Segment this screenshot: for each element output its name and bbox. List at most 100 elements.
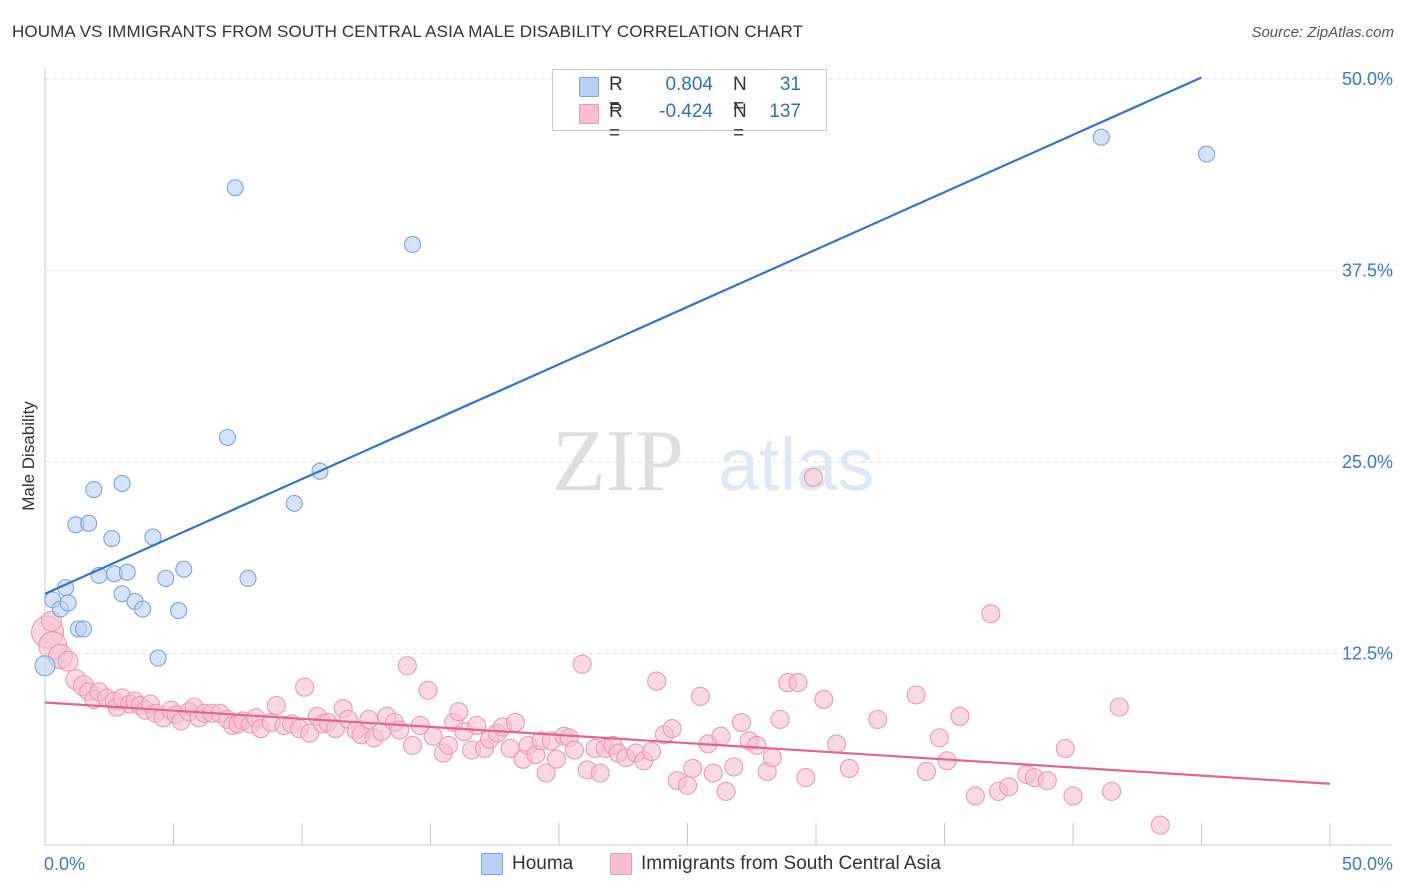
immigrants-point [716, 781, 736, 801]
immigrants-point [788, 673, 808, 693]
immigrants-point [796, 768, 816, 788]
immigrants-point [564, 740, 584, 760]
houma-point [285, 494, 303, 512]
legend-n-label: N = [733, 101, 747, 144]
zipatlas-watermark: ZIP atlas [552, 413, 874, 510]
immigrants-point [747, 735, 767, 755]
series-legend: Houma Immigrants from South Central Asia [481, 852, 961, 876]
immigrants-point [467, 715, 487, 736]
source-label: Source: ZipAtlas.com [1251, 24, 1394, 41]
houma-point [34, 655, 56, 677]
houma-point [103, 530, 121, 548]
houma-point [1092, 128, 1110, 146]
houma-point [239, 569, 257, 587]
immigrants-point [418, 680, 438, 700]
immigrants-point [423, 726, 443, 746]
x-axis-tick-labels: 0.0% 50.0% [44, 854, 1393, 874]
series-houma [34, 128, 1216, 677]
watermark-atlas: atlas [718, 423, 874, 506]
correlation-legend: R = 0.804 N = 31 R = -0.424 N = 137 [552, 69, 827, 144]
immigrants-point [397, 656, 417, 676]
y-tick-label: 12.5% [1342, 644, 1393, 664]
x-axis-ticks [173, 823, 1331, 845]
legend-swatch-houma [579, 77, 599, 97]
immigrants-point [839, 758, 859, 778]
series-immigrants-south-central-asia [31, 467, 1170, 835]
y-tick-label: 37.5% [1342, 261, 1393, 281]
immigrants-point [438, 735, 459, 755]
legend-n-value: 31 [779, 74, 801, 95]
immigrants-point [1063, 786, 1083, 806]
immigrants-point [711, 726, 731, 746]
y-tick-label: 50.0% [1342, 69, 1393, 89]
houma-point [59, 594, 77, 612]
watermark-zip: ZIP [552, 413, 684, 510]
immigrants-point [929, 728, 949, 748]
legend-r-value: -0.424 [659, 101, 713, 122]
chart-title: HOUMA VS IMMIGRANTS FROM SOUTH CENTRAL A… [12, 22, 804, 41]
immigrants-point [266, 696, 286, 716]
immigrants-point [950, 706, 970, 726]
immigrants-point [572, 654, 592, 674]
houma-point [403, 235, 422, 254]
houma-point [157, 569, 175, 587]
bottom-legend-label-immigrants: Immigrants from South Central Asia [641, 853, 941, 874]
immigrants-point [762, 748, 782, 768]
immigrants-point [981, 604, 1001, 624]
houma-point [118, 563, 136, 581]
legend-r-label: R = [609, 74, 623, 117]
immigrants-point [1055, 738, 1075, 759]
immigrants-point [300, 723, 320, 743]
houma-point [218, 428, 237, 447]
legend-n-value: 137 [769, 101, 801, 122]
immigrants-point [1037, 771, 1057, 791]
legend-r-value: 0.804 [665, 74, 713, 95]
grid-lines [45, 78, 1392, 654]
immigrants-point [590, 763, 610, 783]
immigrants-point [1102, 781, 1122, 801]
immigrants-point [647, 671, 667, 691]
immigrants-point [57, 650, 79, 672]
immigrants-point [999, 777, 1019, 797]
houma-point [1198, 145, 1216, 163]
immigrants-point [662, 719, 682, 739]
immigrants-point [770, 709, 790, 729]
y-axis-tick-labels: 12.5% 25.0% 37.5% 50.0% [1342, 69, 1393, 664]
houma-point [113, 474, 131, 492]
bottom-legend-label-houma: Houma [512, 853, 574, 874]
bottom-legend-swatch-houma [481, 853, 503, 875]
houma-point [149, 649, 167, 667]
immigrants-point [690, 686, 710, 706]
houma-point [80, 514, 98, 532]
legend-swatch-immigrants [579, 104, 599, 124]
houma-point [170, 602, 188, 620]
immigrants-point [546, 749, 566, 769]
x-tick-label: 50.0% [1342, 854, 1393, 874]
immigrants-point [683, 758, 703, 778]
houma-point [175, 560, 193, 578]
immigrants-point [1150, 815, 1170, 835]
axes [44, 68, 1392, 846]
immigrants-point [906, 685, 926, 705]
houma-point [134, 600, 152, 618]
houma-trend-line [44, 76, 1202, 595]
immigrants-point [916, 761, 937, 782]
houma-point [85, 481, 103, 499]
legend-r-label: R = [609, 101, 623, 144]
houma-point [226, 179, 244, 197]
houma-point [75, 620, 93, 638]
y-tick-label: 25.0% [1342, 452, 1393, 472]
immigrants-point [803, 467, 823, 487]
immigrants-point [677, 775, 698, 795]
trend-lines [44, 76, 1331, 785]
immigrants-point [505, 712, 525, 732]
immigrants-point [641, 741, 662, 762]
immigrants-point [827, 734, 847, 754]
immigrants-point [965, 786, 985, 806]
immigrants-point [868, 709, 888, 729]
immigrants-trend-line [44, 701, 1331, 785]
immigrants-point [295, 677, 315, 697]
immigrants-point [536, 763, 556, 783]
houma-point [113, 585, 131, 603]
